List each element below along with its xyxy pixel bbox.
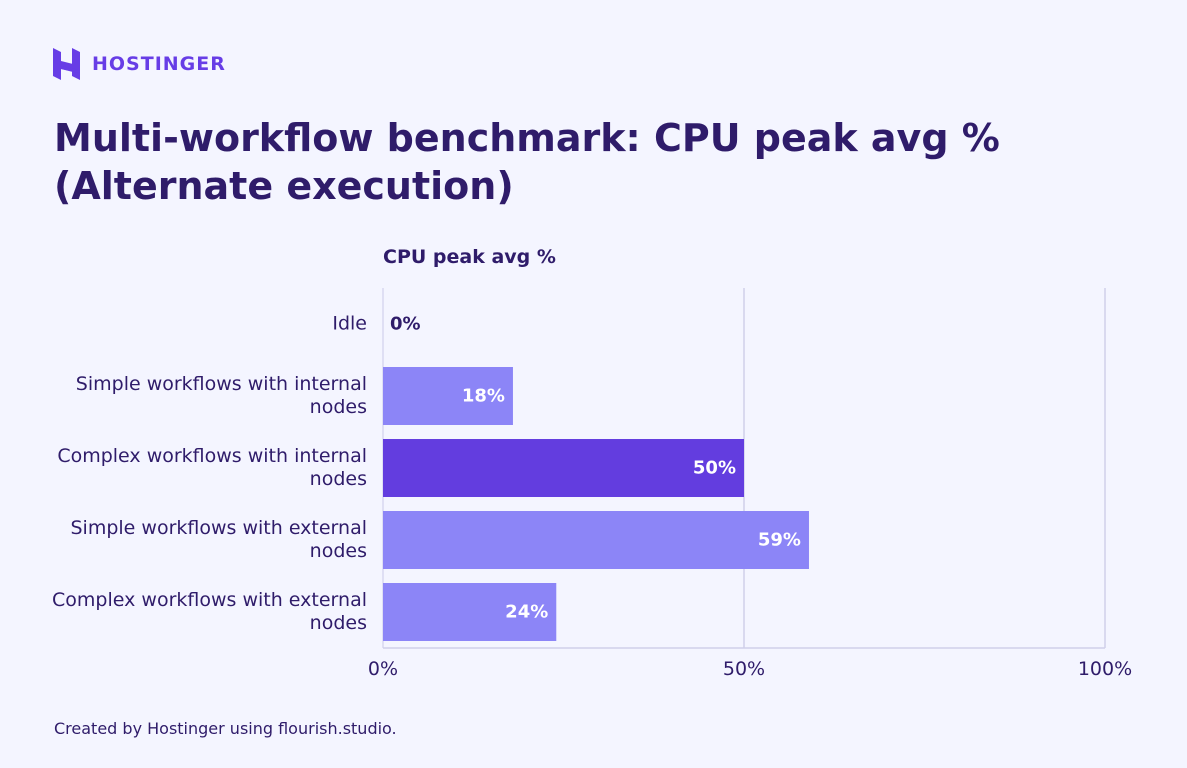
bar xyxy=(383,583,557,641)
x-tick-label: 50% xyxy=(722,658,766,680)
bar xyxy=(383,367,513,425)
logo xyxy=(53,48,80,80)
y-tick-label: Simple workflows with internal nodes xyxy=(75,373,367,418)
y-tick-label: Complex workflows with external nodes xyxy=(52,589,367,634)
y-tick-label: Complex workflows with internal nodes xyxy=(57,445,367,490)
x-tick-label: 0% xyxy=(367,658,399,680)
y-tick-label: Simple workflows with external nodes xyxy=(70,517,368,562)
bar xyxy=(383,439,744,497)
value-label: 0% xyxy=(390,313,421,335)
x-axis-title: CPU peak avg % xyxy=(383,246,556,268)
chart-title: Multi-workflow benchmark: CPU peak avg %… xyxy=(54,116,1000,208)
y-tick-label: Idle xyxy=(332,312,367,335)
x-tick-label: 100% xyxy=(1077,658,1133,680)
value-label: 18% xyxy=(461,385,505,407)
bar xyxy=(383,511,809,569)
value-label: 24% xyxy=(505,601,549,623)
footer: Created by Hostinger using flourish.stud… xyxy=(54,719,397,738)
brand: HOSTINGER xyxy=(92,53,226,75)
value-label: 50% xyxy=(692,457,736,479)
value-label: 59% xyxy=(757,529,801,551)
